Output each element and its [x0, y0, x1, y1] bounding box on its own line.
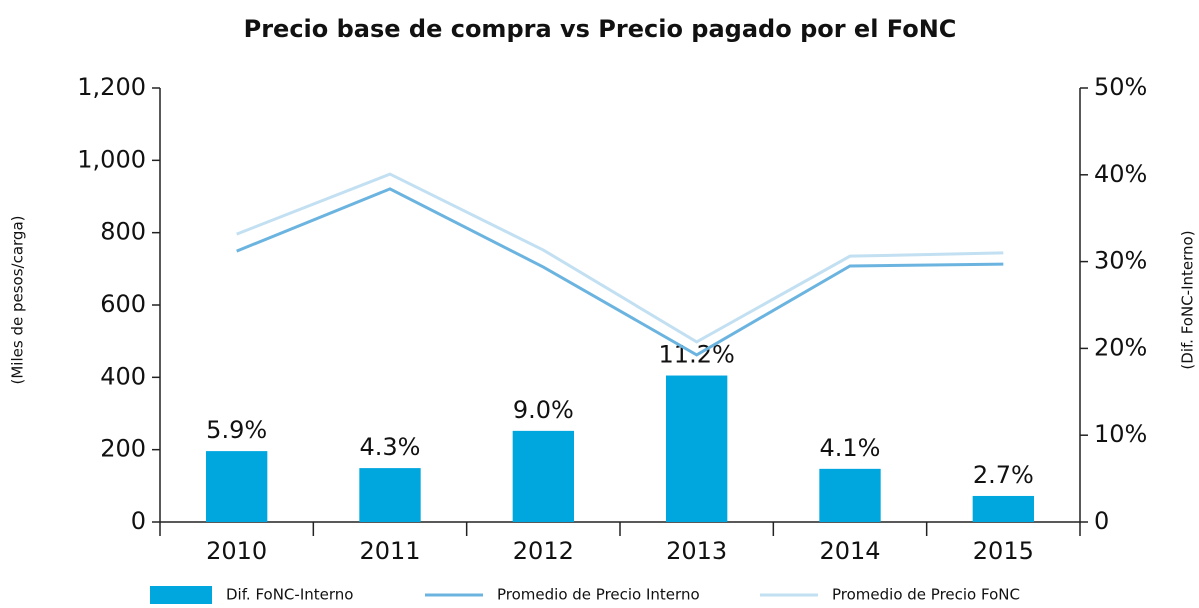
line — [236, 172, 1004, 344]
y2-tick-label: 30% — [1094, 247, 1147, 275]
bar — [359, 468, 421, 522]
y2-tick-label: 20% — [1094, 333, 1147, 361]
y-tick-label: 800 — [100, 218, 146, 246]
x-tick-label: 2011 — [359, 537, 420, 565]
bar — [206, 451, 268, 522]
y-tick-label: 600 — [100, 290, 146, 318]
y2-tick-label: 0 — [1094, 507, 1109, 535]
y-tick-label: 200 — [100, 435, 146, 463]
y-axis-label: (Miles de pesos/carga) — [9, 216, 27, 385]
x-tick-label: 2012 — [513, 537, 574, 565]
bar-label: 2.7% — [973, 461, 1034, 489]
bar — [666, 375, 728, 522]
y2-tick-label: 40% — [1094, 160, 1147, 188]
bar — [972, 495, 1034, 522]
x-tick-label: 2013 — [666, 537, 727, 565]
legend-label: Promedio de Precio Interno — [497, 586, 700, 604]
y-tick-label: 0 — [131, 507, 146, 535]
legend-swatch — [150, 586, 212, 604]
bar — [512, 430, 574, 522]
y2-tick-label: 50% — [1094, 73, 1147, 101]
y2-tick-label: 10% — [1094, 420, 1147, 448]
x-tick-label: 2015 — [973, 537, 1034, 565]
bar-label: 5.9% — [206, 416, 267, 444]
x-tick-label: 2010 — [206, 537, 267, 565]
legend-label: Promedio de Precio FoNC — [832, 586, 1020, 604]
y2-axis-label: (Dif. FoNC-Interno) — [1179, 230, 1197, 369]
bar-label: 9.0% — [513, 396, 574, 424]
y-tick-label: 1,000 — [77, 145, 146, 173]
bar — [819, 468, 881, 522]
chart-title: Precio base de compra vs Precio pagado p… — [244, 15, 957, 43]
y-tick-label: 400 — [100, 362, 146, 390]
line — [236, 187, 1004, 357]
bar-label: 4.1% — [820, 434, 881, 462]
x-tick-label: 2014 — [819, 537, 880, 565]
legend-label: Dif. FoNC-Interno — [226, 586, 353, 604]
y-tick-label: 1,200 — [77, 73, 146, 101]
bar-label: 4.3% — [360, 433, 421, 461]
